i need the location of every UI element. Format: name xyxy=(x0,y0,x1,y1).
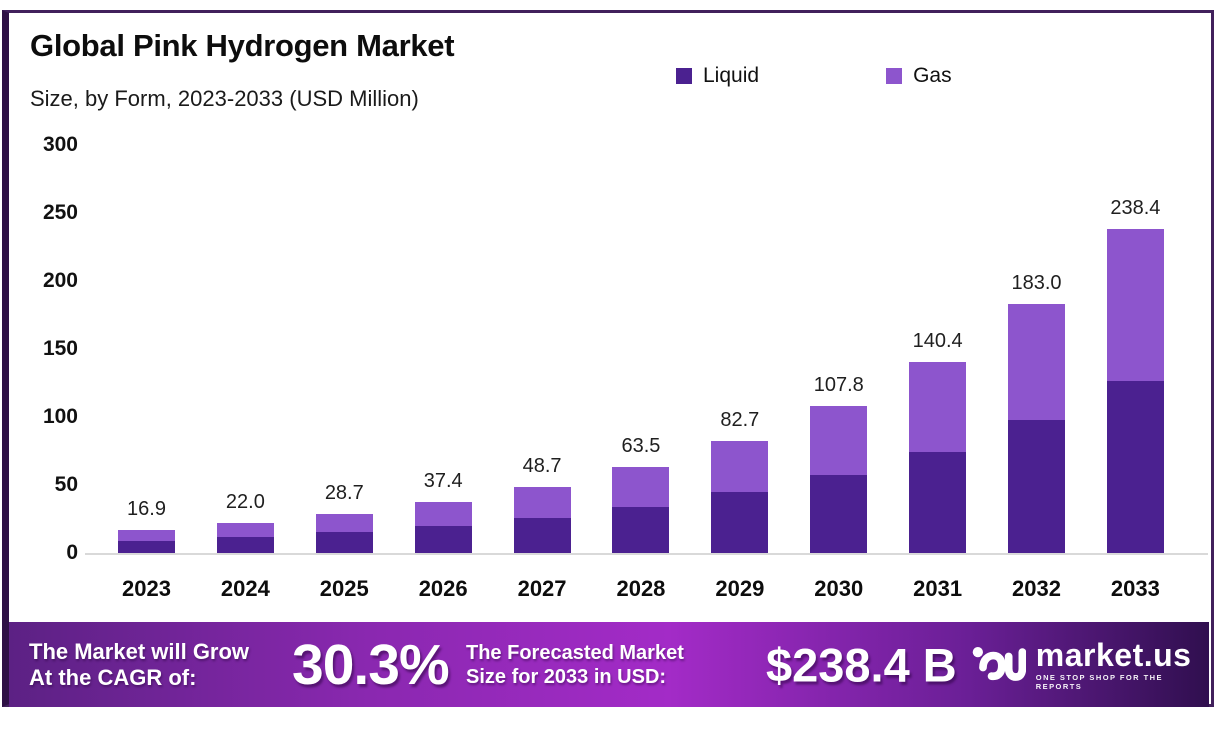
x-tick-2033: 2033 xyxy=(1110,576,1160,601)
bar-value-label: 63.5 xyxy=(621,434,661,457)
x-tick-2029: 2029 xyxy=(715,576,765,601)
cagr-label-line2: At the CAGR of: xyxy=(29,664,197,690)
brand-tagline: ONE STOP SHOP FOR THE REPORTS xyxy=(1035,672,1163,691)
liquid-segment xyxy=(711,492,769,553)
y-tick-250: 250 xyxy=(42,201,78,224)
bar-2029: 82.7 xyxy=(711,409,769,553)
x-axis-labels: 2023 2024 2025 2026 2027 2028 2029 2030 2031 2032… xyxy=(118,576,1164,602)
y-tick-200: 200 xyxy=(42,269,78,292)
bar-2031: 140.4 xyxy=(909,330,967,553)
liquid-segment xyxy=(315,532,373,553)
x-tick-2023: 2023 xyxy=(122,576,171,601)
x-tick-2028: 2028 xyxy=(616,576,666,601)
bar-2026: 37.4 xyxy=(414,470,472,553)
forecast-label-line1: The Forecasted Market xyxy=(466,641,684,664)
x-tick-2030: 2030 xyxy=(814,576,864,601)
legend-item-liquid: Liquid xyxy=(676,64,759,88)
liquid-swatch-icon xyxy=(676,68,692,84)
brand-logo: market.us ONE STOP SHOP FOR THE REPORTS xyxy=(971,639,1209,691)
bar-2032: 183.0 xyxy=(1008,272,1066,553)
y-tick-150: 150 xyxy=(42,337,78,360)
x-tick-2032: 2032 xyxy=(1012,576,1061,601)
liquid-segment xyxy=(216,536,274,553)
bar-value-label: 22.0 xyxy=(225,491,265,514)
marketus-logo-icon xyxy=(972,646,1026,681)
gas-segment xyxy=(810,406,868,475)
x-tick-2027: 2027 xyxy=(517,576,567,601)
bar-value-label: 28.7 xyxy=(324,481,364,504)
bar-2025: 28.7 xyxy=(315,482,373,553)
liquid-segment xyxy=(1106,380,1164,553)
liquid-segment xyxy=(118,540,175,553)
x-tick-2024: 2024 xyxy=(220,576,270,601)
gas-segment xyxy=(216,523,274,537)
bar-2033: 238.4 xyxy=(1106,197,1164,553)
liquid-segment xyxy=(414,525,472,553)
forecast-label-line2: Size for 2033 in USD: xyxy=(466,665,667,688)
gas-segment xyxy=(414,502,472,526)
y-tick-100: 100 xyxy=(42,405,78,428)
gas-segment xyxy=(315,513,373,533)
x-tick-2025: 2025 xyxy=(319,576,369,601)
bar-value-label: 82.7 xyxy=(720,408,760,431)
x-tick-2031: 2031 xyxy=(913,576,963,601)
legend-item-gas: Gas xyxy=(886,64,952,88)
footer-banner-content: The Market will Grow At the CAGR of: 30.… xyxy=(9,622,1209,707)
brand-name: market.us xyxy=(1035,636,1192,673)
gas-segment xyxy=(711,440,769,493)
bar-2027: 48.7 xyxy=(513,455,571,553)
bar-value-label: 37.4 xyxy=(423,470,463,493)
cagr-value: 30.3% xyxy=(292,632,450,697)
bar-value-label: 107.8 xyxy=(813,374,864,397)
gas-segment xyxy=(118,530,175,541)
y-tick-0: 0 xyxy=(66,541,78,564)
liquid-segment xyxy=(513,517,571,553)
bar-2024: 22.0 xyxy=(216,491,274,553)
bar-plot: 16.9 22.0 28.7 37.4 48.7 63.5 82.7 107.8 140.4 18… xyxy=(118,145,1164,553)
brand-text: market.us ONE STOP SHOP FOR THE REPORTS xyxy=(1036,639,1209,691)
bar-2023: 16.9 xyxy=(118,498,175,553)
liquid-segment xyxy=(810,474,868,553)
gas-swatch-icon xyxy=(886,68,903,84)
y-tick-50: 50 xyxy=(54,473,78,496)
x-axis-line xyxy=(85,553,1208,555)
gas-segment xyxy=(1008,304,1066,421)
gas-segment xyxy=(909,362,967,452)
bar-value-label: 140.4 xyxy=(912,330,963,353)
cagr-label: The Market will Grow At the CAGR of: xyxy=(29,639,249,691)
page-title: Global Pink Hydrogen Market xyxy=(30,28,455,63)
cagr-label-line1: The Market will Grow xyxy=(29,638,250,664)
bar-value-label: 16.9 xyxy=(127,498,166,521)
bar-value-label: 48.7 xyxy=(522,454,562,477)
bar-value-label: 183.0 xyxy=(1011,272,1062,295)
legend: Liquid Gas xyxy=(676,64,952,88)
bar-2030: 107.8 xyxy=(810,374,868,553)
bar-value-label: 238.4 xyxy=(1110,196,1161,219)
forecast-value: $238.4 B xyxy=(766,638,957,691)
gas-segment xyxy=(1106,228,1164,381)
footer-banner: The Market will Grow At the CAGR of: 30.… xyxy=(9,622,1209,707)
liquid-segment xyxy=(612,506,670,553)
y-tick-300: 300 xyxy=(42,133,78,156)
gas-segment xyxy=(513,486,571,518)
legend-label: Liquid xyxy=(703,64,760,87)
gas-segment xyxy=(612,466,670,507)
forecast-label: The Forecasted Market Size for 2033 in U… xyxy=(466,641,684,689)
liquid-segment xyxy=(909,451,967,553)
legend-label: Gas xyxy=(913,64,952,87)
bar-2028: 63.5 xyxy=(612,435,670,553)
liquid-segment xyxy=(1008,420,1066,553)
page-subtitle: Size, by Form, 2023-2033 (USD Million) xyxy=(30,86,419,111)
x-tick-2026: 2026 xyxy=(418,576,468,601)
